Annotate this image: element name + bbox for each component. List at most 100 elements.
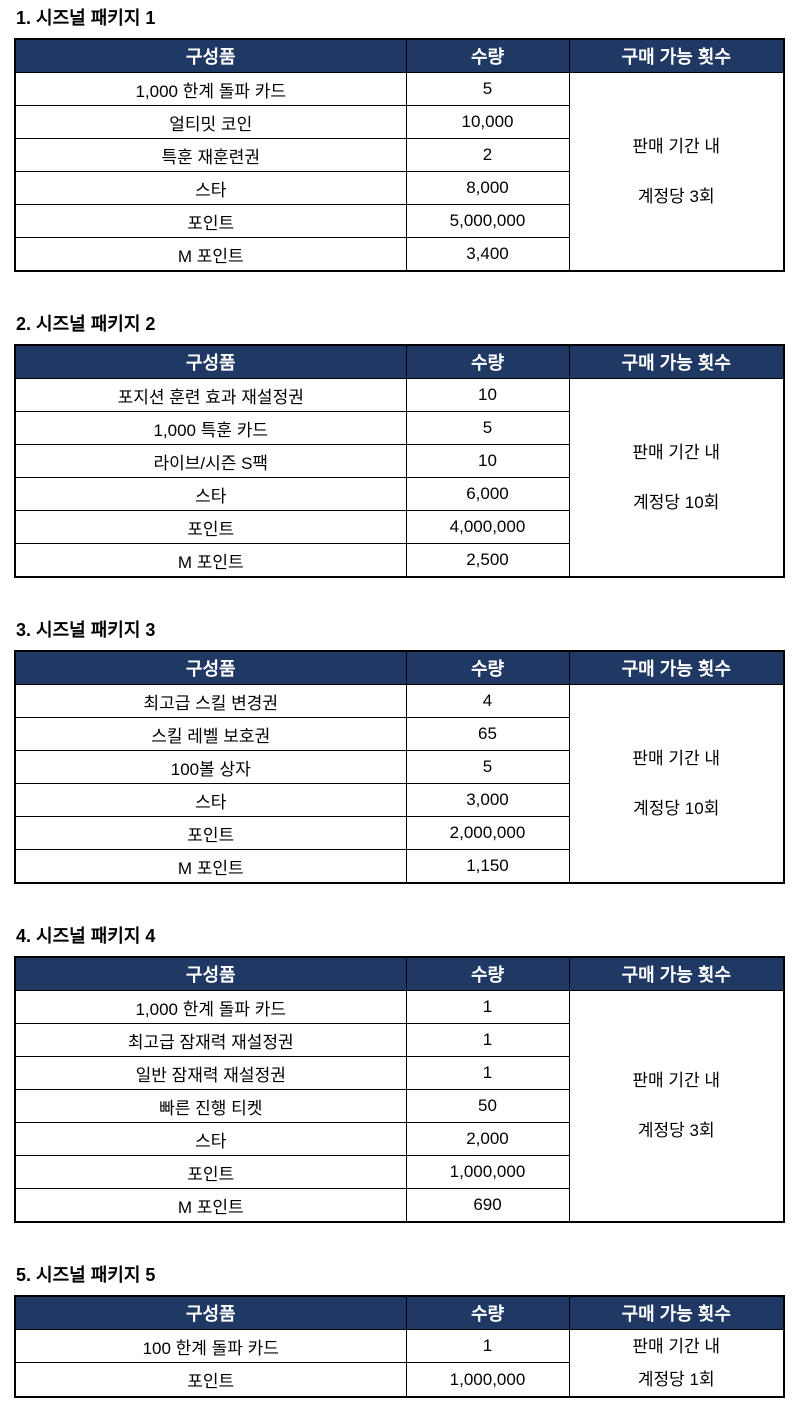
item-cell: 얼티밋 코인 [14,105,407,139]
qty-cell: 4 [405,684,570,718]
item-cell: 최고급 잠재력 재설정권 [14,1023,407,1057]
section-title: 4. 시즈널 패키지 4 [16,926,156,946]
qty-cell: 10 [405,444,570,478]
package-table-4: 구성품 수량 구매 가능 횟수 1,000 한계 돌파 카드 1 판매 기간 내… [14,956,785,1223]
table-row: 빠른 진행 티켓 50 [14,1089,784,1123]
header-limit: 구매 가능 횟수 [568,650,785,685]
table-row: 스킬 레벨 보호권 65 [14,717,784,751]
section-title: 3. 시즈널 패키지 3 [16,620,156,640]
item-cell: 1,000 한계 돌파 카드 [14,990,407,1024]
qty-cell: 1,150 [405,849,570,884]
limit-line-2: 계정당 10회 [633,798,720,818]
table-row: 스타 8,000 [14,171,784,205]
table-row: M 포인트 1,150 [14,849,784,884]
table-row: 1,000 한계 돌파 카드 5 판매 기간 내 계정당 3회 [14,72,785,272]
item-cell: M 포인트 [14,237,407,272]
header-row: 구성품 수량 구매 가능 횟수 [14,956,785,991]
item-cell: 빠른 진행 티켓 [14,1089,407,1123]
qty-cell: 65 [405,717,570,751]
item-cell: 스타 [14,477,407,511]
header-qty: 수량 [405,956,570,991]
table-row: M 포인트 3,400 [14,237,784,272]
package-section-2: 2. 시즈널 패키지 2 구성품 수량 구매 가능 횟수 포지션 훈련 효과 재… [14,314,785,578]
qty-cell: 5,000,000 [405,204,570,238]
qty-cell: 5 [405,411,570,445]
item-cell: 포인트 [14,1362,407,1398]
item-cell: 라이브/시즌 S팩 [14,444,407,478]
limit-line-1: 판매 기간 내 [632,1337,721,1356]
table-row: 100 한계 돌파 카드 1 판매 기간 내 계정당 1회 [14,1328,785,1398]
item-cell: M 포인트 [14,1188,407,1223]
limit-line-1: 판매 기간 내 [632,1071,721,1090]
qty-cell: 1 [405,1328,570,1364]
qty-cell: 2 [405,138,570,172]
qty-cell: 2,500 [405,543,570,578]
header-item: 구성품 [14,956,407,991]
header-limit: 구매 가능 횟수 [568,956,785,991]
package-section-4: 4. 시즈널 패키지 4 구성품 수량 구매 가능 횟수 1,000 한계 돌파… [14,926,785,1223]
item-cell: 스타 [14,171,407,205]
qty-cell: 3,000 [405,783,570,817]
item-cell: 포인트 [14,204,407,238]
table-row: 포인트 2,000,000 [14,816,784,850]
header-row: 구성품 수량 구매 가능 횟수 [14,1295,785,1330]
qty-cell: 690 [405,1188,570,1223]
package-section-5: 5. 시즈널 패키지 5 구성품 수량 구매 가능 횟수 100 한계 돌파 카… [14,1265,785,1398]
package-section-3: 3. 시즈널 패키지 3 구성품 수량 구매 가능 횟수 최고급 스킬 변경권 … [14,620,785,884]
table-row: 포인트 5,000,000 [14,204,784,238]
limit-line-2: 계정당 1회 [637,1370,715,1389]
qty-cell: 10 [405,378,570,412]
table-row: 100볼 상자 5 [14,750,784,784]
section-title: 5. 시즈널 패키지 5 [16,1265,156,1285]
table-row: M 포인트 2,500 [14,543,784,578]
header-item: 구성품 [14,38,407,73]
table-row: 최고급 스킬 변경권 4 판매 기간 내 계정당 10회 [14,684,785,884]
section-title: 1. 시즈널 패키지 1 [16,8,156,28]
header-qty: 수량 [405,1295,570,1330]
header-row: 구성품 수량 구매 가능 횟수 [14,650,785,685]
item-cell: 포인트 [14,510,407,544]
table-row: 포지션 훈련 효과 재설정권 10 판매 기간 내 계정당 10회 [14,378,785,578]
item-cell: 1,000 특훈 카드 [14,411,407,445]
purchase-limit-cell: 판매 기간 내 계정당 1회 [568,1329,785,1398]
qty-cell: 3,400 [405,237,570,272]
header-qty: 수량 [405,38,570,73]
item-cell: 특훈 재훈련권 [14,138,407,172]
item-cell: 포인트 [14,816,407,850]
qty-cell: 1 [405,990,570,1024]
table-row: 포인트 4,000,000 [14,510,784,544]
header-qty: 수량 [405,344,570,379]
qty-cell: 1,000,000 [405,1155,570,1189]
header-row: 구성품 수량 구매 가능 횟수 [14,38,785,73]
qty-cell: 4,000,000 [405,510,570,544]
qty-cell: 5 [405,750,570,784]
item-cell: 100 한계 돌파 카드 [14,1328,407,1364]
item-cell: 스킬 레벨 보호권 [14,717,407,751]
item-cell: 일반 잠재력 재설정권 [14,1056,407,1090]
qty-cell: 1 [405,1023,570,1057]
table-row: 스타 6,000 [14,477,784,511]
table-row: 1,000 한계 돌파 카드 1 판매 기간 내 계정당 3회 [14,990,785,1223]
table-row: 포인트 1,000,000 [14,1155,784,1189]
purchase-limit-cell: 판매 기간 내 계정당 3회 [568,990,785,1223]
package-table-5: 구성품 수량 구매 가능 횟수 100 한계 돌파 카드 1 판매 기간 내 계… [14,1295,785,1398]
qty-cell: 2,000,000 [405,816,570,850]
item-cell: 스타 [14,783,407,817]
section-title: 2. 시즈널 패키지 2 [16,314,156,334]
package-table-2: 구성품 수량 구매 가능 횟수 포지션 훈련 효과 재설정권 10 판매 기간 … [14,344,785,578]
qty-cell: 50 [405,1089,570,1123]
qty-cell: 1,000,000 [405,1362,570,1398]
limit-line-2: 계정당 3회 [637,186,715,206]
item-cell: 100볼 상자 [14,750,407,784]
limit-line-1: 판매 기간 내 [632,136,721,156]
table-row: 최고급 잠재력 재설정권 1 [14,1023,784,1057]
header-limit: 구매 가능 횟수 [568,1295,785,1330]
header-item: 구성품 [14,344,407,379]
limit-line-2: 계정당 10회 [633,492,720,512]
qty-cell: 10,000 [405,105,570,139]
purchase-limit-cell: 판매 기간 내 계정당 10회 [568,378,785,578]
limit-line-1: 판매 기간 내 [632,748,721,768]
item-cell: M 포인트 [14,849,407,884]
item-cell: 스타 [14,1122,407,1156]
